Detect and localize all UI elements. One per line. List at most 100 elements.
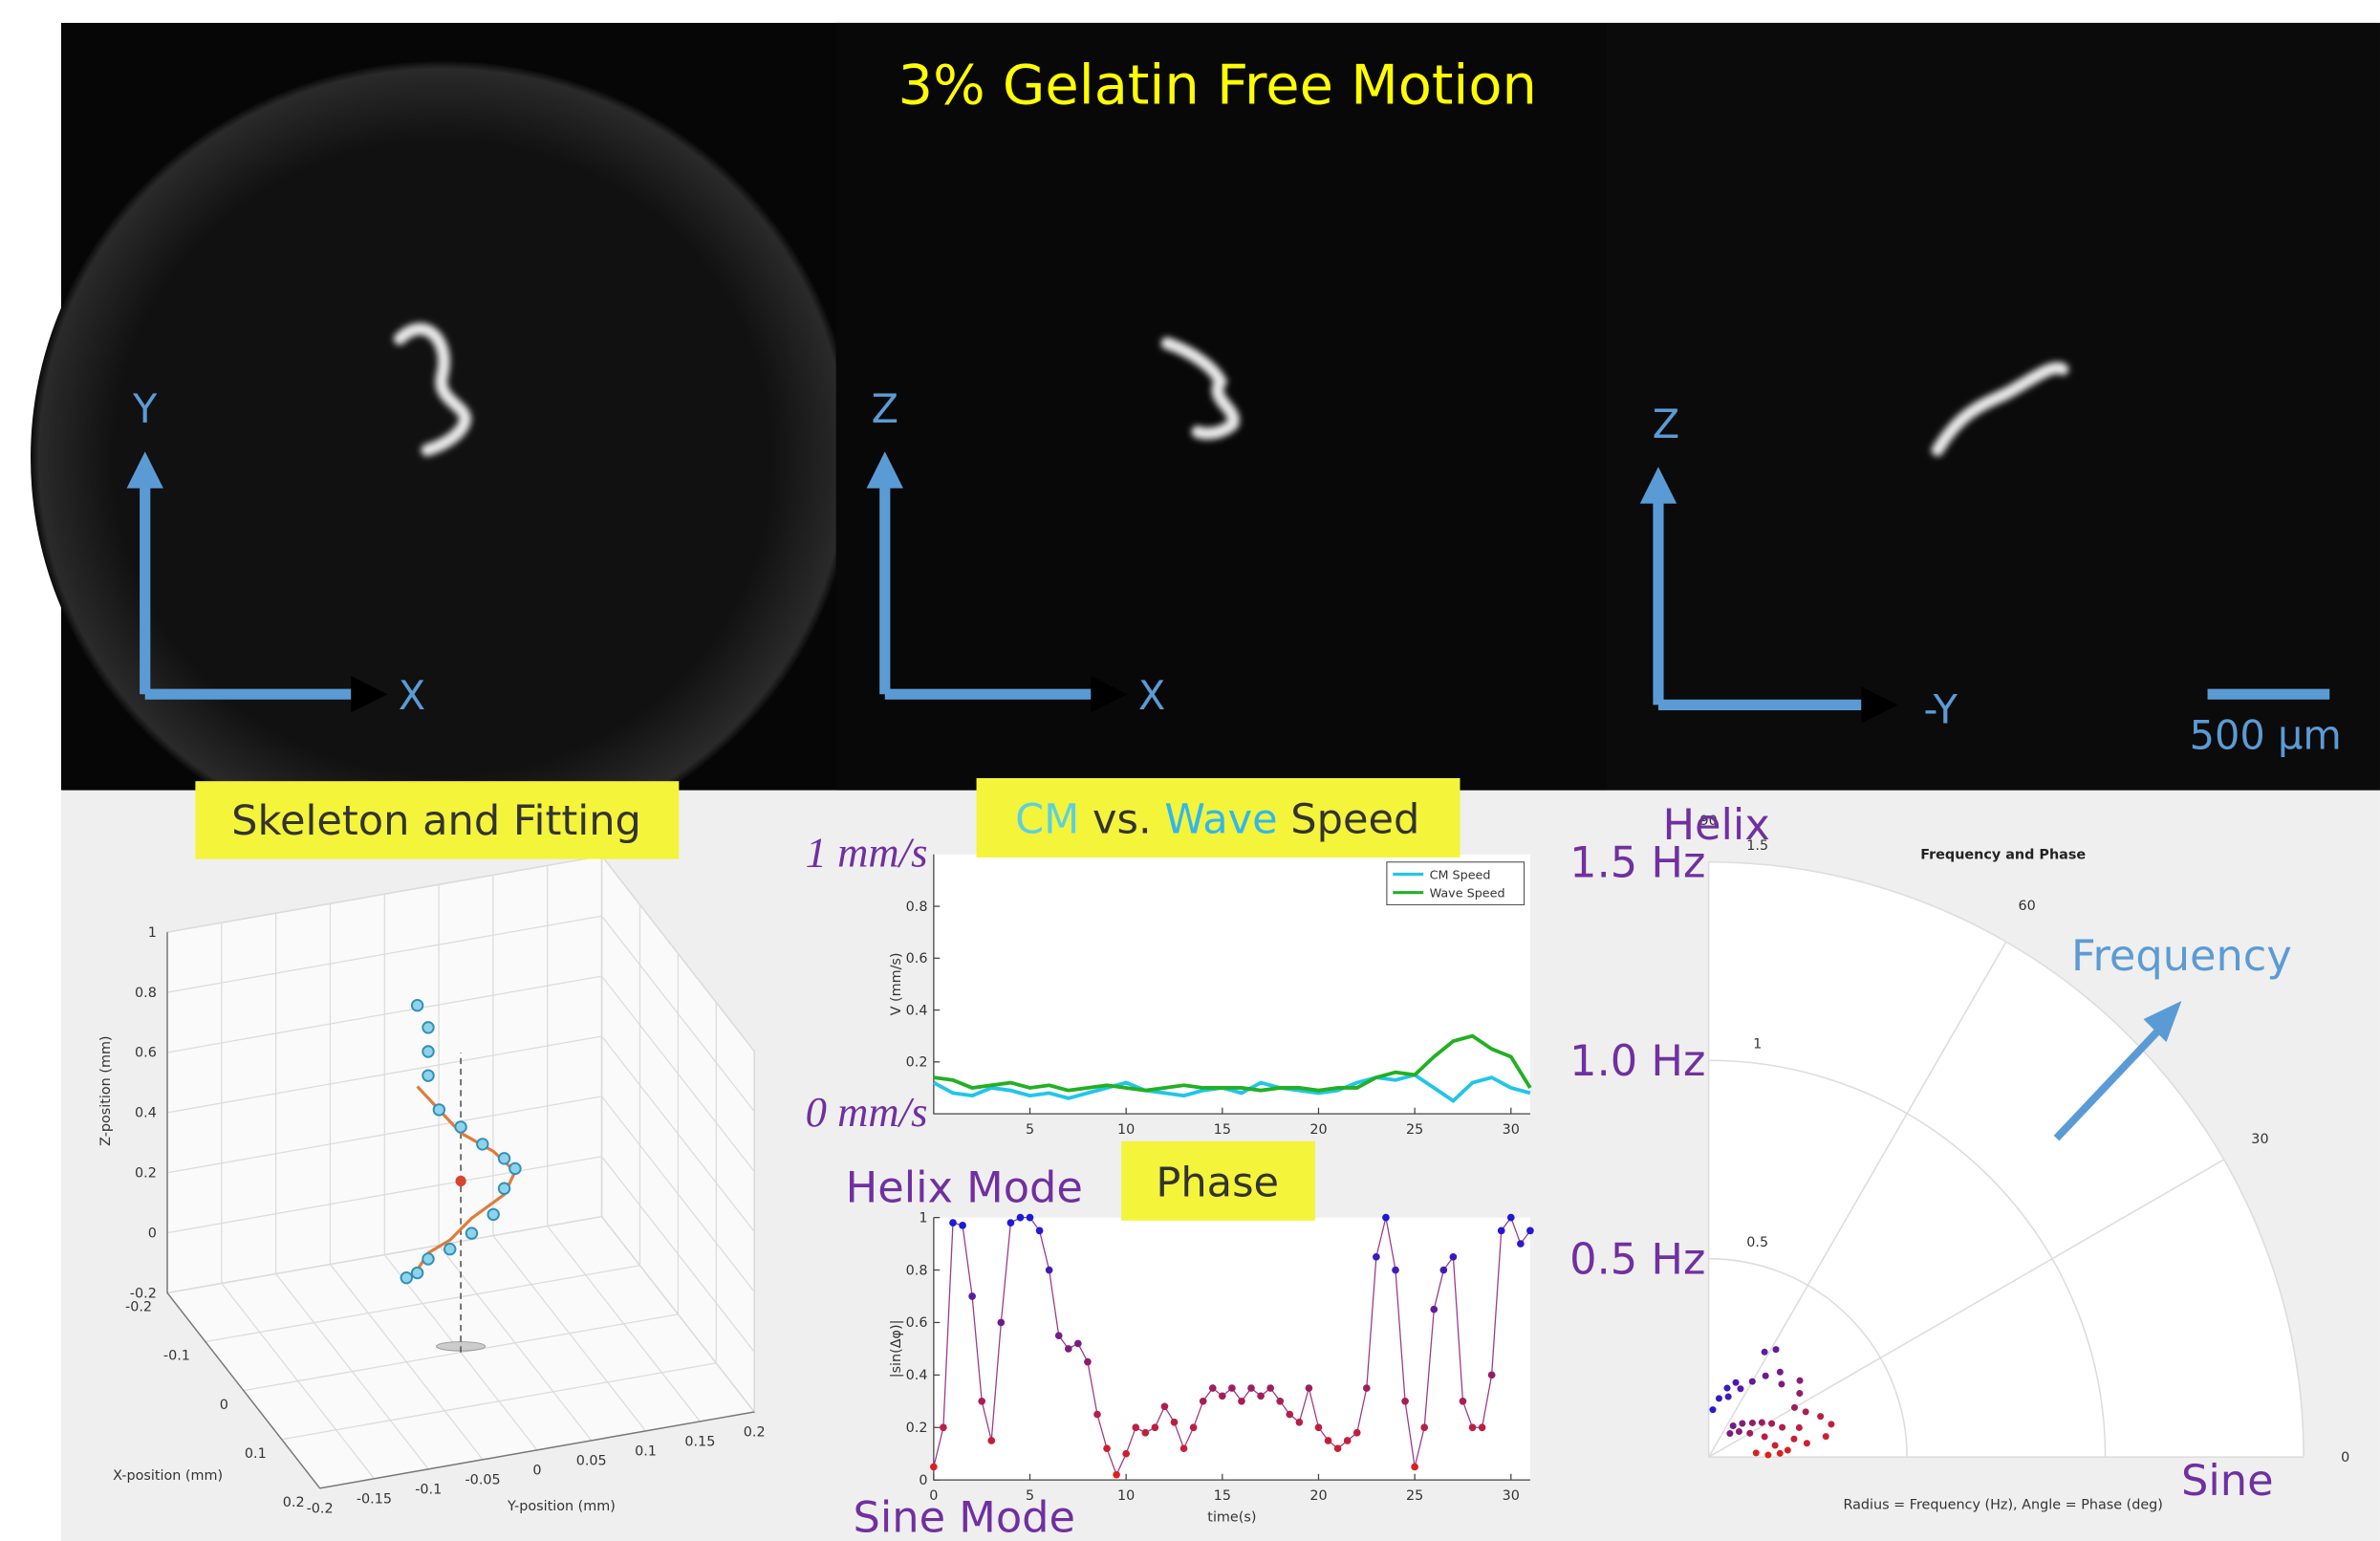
point (1764, 1452, 1771, 1459)
x-axis-label: time(s) (1207, 1509, 1256, 1525)
point (1027, 1214, 1034, 1222)
point (1526, 1227, 1534, 1235)
skeleton-point (412, 1000, 422, 1010)
y-tick-label: -0.05 (465, 1472, 500, 1487)
skeleton-point (444, 1244, 455, 1254)
skeleton-point (455, 1121, 465, 1132)
point (1736, 1428, 1742, 1435)
point (1450, 1253, 1458, 1261)
y-tick-label: 0.4 (906, 1368, 928, 1383)
y-tick-label: 1 (919, 1210, 927, 1226)
skeleton-point (499, 1183, 509, 1194)
y-tick-label: 0.1 (635, 1443, 657, 1459)
point (1817, 1413, 1824, 1420)
skeleton-point (422, 1253, 433, 1264)
point (1726, 1430, 1733, 1437)
x-tick-label: -0.2 (125, 1300, 152, 1315)
point (1017, 1214, 1025, 1222)
frequency-label: 1.0 Hz (1569, 1036, 1705, 1086)
point (1247, 1384, 1255, 1392)
point (1716, 1395, 1722, 1401)
point (1759, 1420, 1765, 1426)
x-axis-label: Radius = Frequency (Hz), Angle = Phase (… (1843, 1497, 2162, 1512)
point (1007, 1219, 1015, 1226)
point (1737, 1385, 1743, 1392)
theta-tick-label: 60 (2019, 899, 2036, 914)
point (1113, 1471, 1120, 1479)
axis-label: X (1138, 672, 1165, 719)
point (1103, 1444, 1111, 1452)
annotation: Helix (1662, 800, 1769, 850)
point (1796, 1424, 1803, 1431)
skeleton-point (401, 1272, 412, 1283)
y-tick-label: 0 (532, 1463, 541, 1478)
point (1725, 1394, 1732, 1400)
page: {"header":{"title":"3% Gelatin Free Moti… (0, 0, 2380, 1541)
y-tick-label: 0.05 (576, 1453, 607, 1468)
axis-label: Z (872, 385, 898, 432)
z-axis-label: Z-position (mm) (98, 1035, 114, 1145)
skeleton-point (422, 1046, 433, 1056)
point (1065, 1345, 1072, 1353)
point (1762, 1433, 1768, 1440)
point (1517, 1240, 1525, 1248)
point (1046, 1267, 1053, 1274)
point (1315, 1423, 1323, 1431)
point (1762, 1349, 1768, 1356)
x-tick-label: 25 (1406, 1488, 1423, 1504)
point (987, 1437, 995, 1444)
point (1344, 1437, 1352, 1444)
point (940, 1423, 947, 1431)
x-tick-label: 15 (1214, 1122, 1231, 1138)
z-tick-label: 0.2 (135, 1166, 157, 1182)
point (1200, 1398, 1207, 1405)
point (1749, 1420, 1756, 1426)
point (1363, 1384, 1371, 1392)
point (1753, 1449, 1760, 1456)
axis-label: X (399, 672, 425, 719)
point (1036, 1227, 1044, 1235)
point (1420, 1423, 1428, 1431)
z-tick-label: 0 (148, 1226, 157, 1241)
title-part: vs. (1079, 795, 1164, 843)
point (1430, 1306, 1438, 1313)
skeleton-point (466, 1227, 477, 1238)
axis-label: Y (132, 385, 158, 432)
point (1296, 1419, 1304, 1426)
point (1796, 1390, 1803, 1397)
y-tick-label: 0.6 (906, 1315, 928, 1331)
point (1141, 1429, 1149, 1437)
theta-tick-label: 0 (2341, 1450, 2349, 1465)
point (1746, 1430, 1753, 1437)
point (1392, 1267, 1399, 1274)
point (1772, 1442, 1779, 1448)
x-tick-label: 5 (1026, 1122, 1034, 1138)
skeleton-point (422, 1070, 433, 1080)
axis-label: Z (1653, 401, 1679, 447)
point (978, 1398, 985, 1405)
point (1238, 1398, 1245, 1405)
point (1803, 1408, 1809, 1415)
point (930, 1464, 938, 1471)
annotation: Frequency (2071, 931, 2292, 981)
z-tick-label: 0.8 (135, 986, 157, 1001)
point (949, 1219, 957, 1226)
scale-bar-label: 500 µm (2190, 712, 2342, 759)
point (1730, 1422, 1737, 1429)
x-tick-label: 20 (1309, 1488, 1327, 1504)
point (1286, 1411, 1293, 1419)
point (1055, 1332, 1063, 1339)
point (997, 1319, 1005, 1327)
skeleton-point (477, 1139, 487, 1149)
point (1132, 1423, 1139, 1431)
point (1257, 1392, 1265, 1400)
plot-area (934, 1218, 1530, 1481)
z-tick-label: 0.6 (135, 1046, 157, 1061)
z-tick-label: 1 (148, 925, 157, 941)
x-axis-label: X-position (mm) (113, 1468, 223, 1484)
point (1777, 1369, 1784, 1376)
y-tick-label: -0.15 (357, 1491, 392, 1507)
point (1797, 1378, 1804, 1384)
point (1439, 1267, 1447, 1274)
y-axis-label: Y-position (mm) (507, 1499, 616, 1514)
